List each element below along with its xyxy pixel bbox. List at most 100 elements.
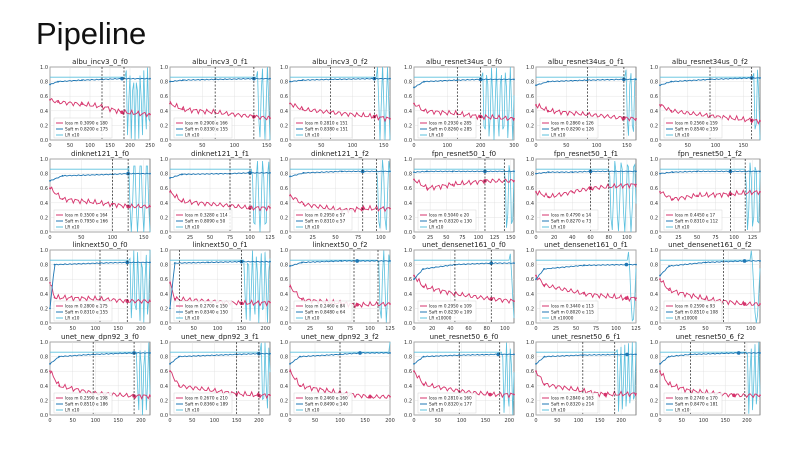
- loss-point: [543, 383, 546, 386]
- saft-point: [513, 78, 515, 81]
- y-tick-label: 0.4: [280, 292, 288, 298]
- loss-point: [302, 203, 305, 206]
- y-tick-label: 0.6: [160, 369, 168, 375]
- y-tick-label: 0.6: [526, 186, 534, 192]
- lr-series-line: [50, 165, 151, 233]
- saft-point: [413, 278, 415, 281]
- saft-series-line: [413, 170, 515, 173]
- x-tick-label: 100: [365, 326, 375, 332]
- y-tick-label: 0.4: [160, 292, 168, 298]
- x-tick-label: 125: [385, 326, 395, 332]
- legend-box: [53, 209, 113, 231]
- legend-box: [539, 117, 599, 139]
- x-tick-label: 0: [48, 143, 51, 149]
- y-tick-label: 0.0: [650, 321, 658, 327]
- y-tick-label: 1.0: [40, 157, 48, 163]
- legend-label: LR x10: [65, 408, 80, 413]
- legend-label: loss m 0.2950 e 109: [429, 304, 472, 309]
- legend-label: loss m 0.3280 e 114: [185, 213, 228, 218]
- x-tick-label: 150: [113, 326, 123, 332]
- y-tick-label: 0.6: [650, 186, 658, 192]
- y-tick-label: 0.8: [650, 355, 658, 361]
- saft-point: [671, 171, 674, 174]
- saft-point: [53, 263, 56, 266]
- saft-point: [422, 268, 424, 270]
- x-tick-label: 100: [443, 143, 453, 149]
- x-tick-label: 200: [136, 418, 146, 424]
- best-saft-marker: [742, 259, 747, 263]
- y-tick-label: 0.2: [160, 398, 168, 404]
- loss-series-line: [535, 275, 637, 303]
- x-tick-label: 40: [447, 326, 453, 332]
- saft-point: [659, 84, 661, 87]
- saft-point: [181, 173, 183, 176]
- legend-box: [417, 392, 477, 414]
- legend-label: loss m 0.2460 e 84: [305, 304, 345, 309]
- y-tick-label: 0.0: [40, 413, 48, 419]
- x-tick-label: 50: [70, 418, 76, 424]
- y-tick-label: 0.2: [404, 215, 412, 221]
- y-tick-label: 0.8: [280, 172, 288, 178]
- y-tick-label: 0.8: [160, 355, 168, 361]
- saft-point: [535, 172, 537, 175]
- y-tick-label: 1.0: [40, 248, 48, 254]
- loss-point: [413, 102, 415, 105]
- loss-series-line: [413, 275, 515, 304]
- y-tick-label: 0.8: [404, 263, 412, 269]
- y-tick-label: 0.0: [280, 230, 288, 236]
- y-tick-label: 0.0: [160, 321, 168, 327]
- y-tick-label: 0.6: [650, 369, 658, 375]
- loss-point: [389, 303, 391, 305]
- legend-label: LR x10: [429, 408, 444, 413]
- chart-title: unet_resnet50_6_f1: [552, 333, 621, 341]
- y-tick-label: 0.4: [40, 384, 48, 390]
- legend-box: [293, 300, 353, 322]
- x-tick-label: 200: [385, 418, 395, 424]
- x-tick-label: 200: [476, 143, 486, 149]
- legend-label: loss m 0.2800 e 175: [65, 304, 108, 309]
- saft-point: [269, 77, 271, 80]
- saft-point: [289, 175, 291, 178]
- x-tick-label: 0: [534, 326, 537, 332]
- saft-point: [58, 355, 60, 358]
- x-tick-label: 200: [254, 418, 264, 424]
- legend-box: [53, 392, 113, 414]
- y-tick-label: 0.6: [40, 277, 48, 283]
- legend-label: LR x10: [305, 133, 320, 138]
- x-tick-label: 25: [675, 235, 681, 241]
- saft-point: [389, 260, 391, 262]
- loss-point: [169, 102, 171, 105]
- lr-series-line: [170, 342, 271, 409]
- x-tick-label: 200: [742, 418, 752, 424]
- legend-label: LR x10000: [551, 316, 574, 321]
- y-tick-label: 0.0: [650, 413, 658, 419]
- chart-panel: fpn_resnet50_1_f1 0.0 0.2 0.4 0.6 0.8 1.0 0 20 40…: [526, 150, 637, 241]
- y-tick-label: 0.6: [160, 277, 168, 283]
- best-loss-marker: [355, 302, 360, 307]
- saft-point: [173, 262, 176, 265]
- y-tick-label: 0.2: [526, 123, 534, 129]
- loss-point: [535, 274, 537, 277]
- x-tick-label: 100: [245, 235, 255, 241]
- y-tick-label: 1.0: [404, 65, 412, 71]
- legend-label: LR x10: [551, 408, 566, 413]
- loss-point: [759, 394, 761, 397]
- y-tick-label: 0.4: [280, 201, 288, 207]
- best-saft-marker: [489, 261, 494, 265]
- chart-panel: albu_incv3_0_f0 0.0 0.2 0.4 0.6 0.8 1.0 0 50 100 1…: [40, 58, 155, 149]
- x-tick-label: 0: [168, 235, 171, 241]
- legend-label: loss m 0.2860 e 126: [551, 121, 594, 126]
- loss-point: [513, 300, 515, 302]
- x-tick-label: 0: [412, 235, 415, 241]
- y-tick-label: 0.6: [404, 277, 412, 283]
- loss-point: [759, 190, 761, 193]
- x-tick-label: 20: [551, 235, 557, 241]
- x-tick-label: 100: [574, 418, 584, 424]
- loss-point: [57, 101, 59, 103]
- loss-point: [423, 109, 425, 112]
- y-tick-label: 0.4: [650, 201, 658, 207]
- chart-panel: albu_incv3_0_f1 0.0 0.2 0.4 0.6 0.8 1.0 0 50 100 1…: [160, 58, 272, 149]
- saft-point: [301, 261, 303, 264]
- loss-point: [513, 117, 515, 120]
- best-saft-marker: [736, 351, 741, 355]
